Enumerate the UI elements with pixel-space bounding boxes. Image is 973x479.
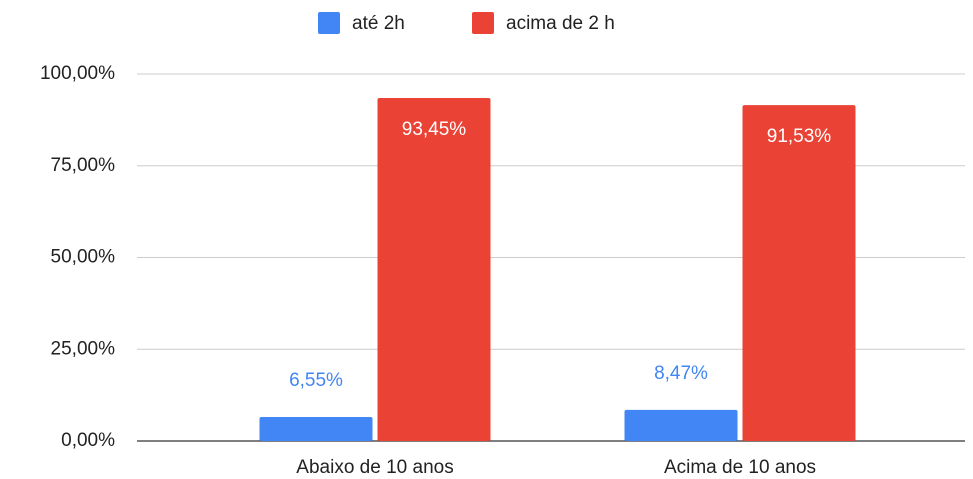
y-tick-label: 50,00% <box>51 247 116 268</box>
y-tick-label: 75,00% <box>51 155 116 176</box>
y-tick-label: 100,00% <box>40 63 115 84</box>
x-tick-label: Abaixo de 10 anos <box>296 457 453 478</box>
x-tick-label: Acima de 10 anos <box>664 457 816 478</box>
data-label: 93,45% <box>402 119 467 140</box>
y-tick-label: 0,00% <box>61 430 115 451</box>
bar <box>624 409 738 441</box>
data-label: 6,55% <box>289 370 343 391</box>
legend-swatch <box>318 12 340 34</box>
legend-swatch <box>472 12 494 34</box>
data-label: 8,47% <box>654 363 708 384</box>
legend-label: até 2h <box>352 13 405 34</box>
bar <box>742 105 856 441</box>
bar <box>259 416 373 441</box>
data-label: 91,53% <box>767 126 832 147</box>
legend-label: acima de 2 h <box>506 13 615 34</box>
bar <box>377 98 491 441</box>
y-tick-label: 25,00% <box>51 338 116 359</box>
